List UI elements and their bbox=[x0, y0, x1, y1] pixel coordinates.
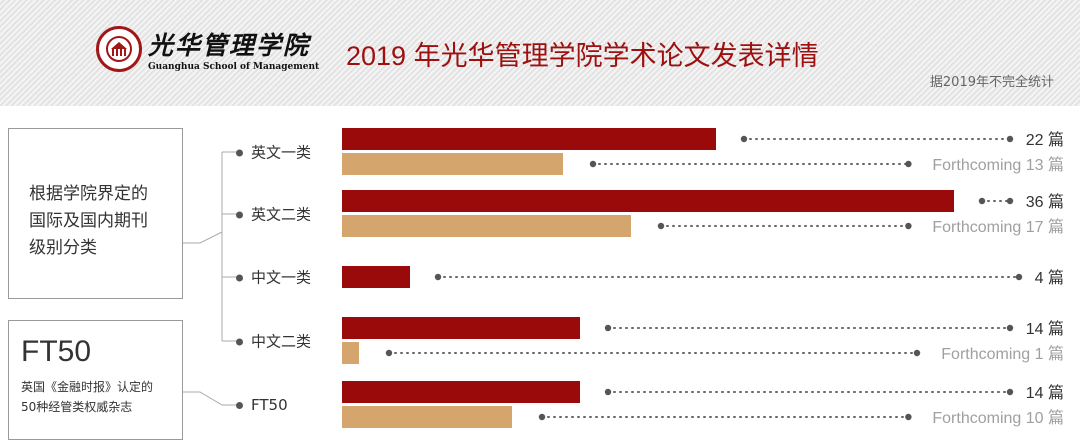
page-title: 2019 年光华管理学院学术论文发表详情 bbox=[346, 41, 819, 71]
classification-text: 根据学院界定的 国际及国内期刊 级别分类 bbox=[29, 184, 148, 258]
published-value-label: 36 篇 bbox=[1026, 193, 1064, 211]
leader-dot-icon bbox=[657, 222, 665, 230]
ft50-title: FT50 bbox=[21, 335, 92, 368]
leader-dot-icon bbox=[905, 222, 912, 230]
published-bar bbox=[342, 317, 580, 339]
leader-dot-icon bbox=[905, 160, 912, 168]
category-text: 英文一类 bbox=[251, 143, 312, 162]
logo-chinese-name: 光华管理学院 bbox=[148, 31, 311, 60]
forthcoming-bar bbox=[342, 406, 512, 428]
forthcoming-bar bbox=[342, 342, 359, 364]
header-banner: 光华管理学院 Guanghua School of Management 201… bbox=[0, 0, 1080, 106]
leader-dot-icon bbox=[913, 349, 921, 357]
statistics-note: 据2019年不完全统计 bbox=[929, 75, 1054, 90]
leader-dot-icon bbox=[1006, 197, 1014, 205]
published-bar bbox=[342, 128, 716, 150]
published-value-label: 4 篇 bbox=[1035, 269, 1064, 287]
leader-dot-icon bbox=[740, 135, 748, 143]
leader-dot-icon bbox=[905, 413, 912, 421]
forthcoming-value-label: Forthcoming 10 篇 bbox=[932, 409, 1064, 427]
category-label: FT50 bbox=[236, 396, 288, 414]
category-dot-icon bbox=[236, 274, 243, 282]
leader-dot-icon bbox=[434, 273, 442, 281]
category-dot-icon bbox=[236, 338, 243, 346]
published-value-label: 22 篇 bbox=[1026, 131, 1064, 149]
leader-dot-icon bbox=[1006, 135, 1014, 143]
leader-dot-icon bbox=[1015, 273, 1023, 281]
leader-dot-icon bbox=[385, 349, 393, 357]
category-dot-icon bbox=[236, 402, 243, 409]
forthcoming-bar bbox=[342, 215, 631, 237]
category-label: 中文二类 bbox=[236, 331, 311, 352]
category-text: 英文二类 bbox=[251, 205, 312, 224]
category-dot-icon bbox=[236, 149, 243, 157]
classification-box: 根据学院界定的 国际及国内期刊 级别分类 bbox=[8, 128, 183, 299]
category-text: 中文二类 bbox=[251, 332, 312, 351]
ft50-description: 英国《金融时报》认定的 50种经管类权威杂志 bbox=[21, 380, 154, 414]
published-value-label: 14 篇 bbox=[1026, 384, 1064, 402]
category-dot-icon bbox=[236, 211, 243, 219]
logo-english-name: Guanghua School of Management bbox=[148, 62, 320, 72]
category-label: 英文二类 bbox=[236, 204, 311, 225]
category-label: 英文一类 bbox=[236, 142, 311, 163]
category-text: FT50 bbox=[251, 396, 288, 414]
leader-dot-icon bbox=[978, 197, 986, 205]
category-label: 中文一类 bbox=[236, 267, 311, 288]
forthcoming-value-label: Forthcoming 17 篇 bbox=[932, 218, 1064, 236]
leader-dot-icon bbox=[538, 413, 546, 421]
leader-dot-icon bbox=[1006, 324, 1014, 332]
ft50-box: FT50 英国《金融时报》认定的 50种经管类权威杂志 bbox=[8, 320, 183, 440]
published-bar bbox=[342, 266, 410, 288]
category-text: 中文一类 bbox=[251, 268, 312, 287]
seal-icon bbox=[96, 26, 142, 72]
leader-dot-icon bbox=[1006, 388, 1014, 396]
leader-dot-icon bbox=[589, 160, 597, 168]
forthcoming-value-label: Forthcoming 13 篇 bbox=[932, 156, 1064, 174]
published-bar bbox=[342, 381, 580, 403]
leader-dot-icon bbox=[604, 388, 612, 396]
published-bar bbox=[342, 190, 954, 212]
leader-dot-icon bbox=[604, 324, 612, 332]
forthcoming-bar bbox=[342, 153, 563, 175]
forthcoming-value-label: Forthcoming 1 篇 bbox=[941, 345, 1064, 363]
published-value-label: 14 篇 bbox=[1026, 320, 1064, 338]
